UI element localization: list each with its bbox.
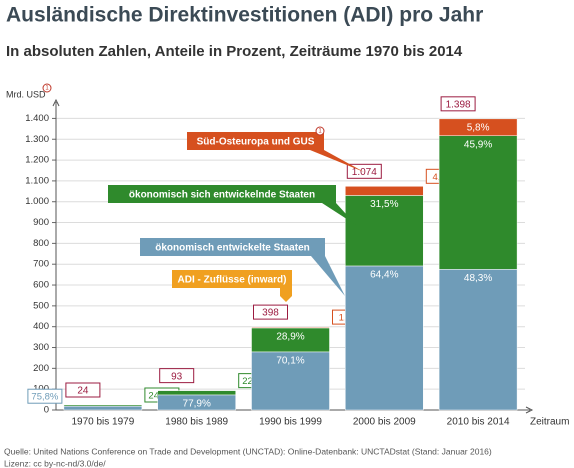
legend-pointer (310, 150, 364, 172)
value-label: 5,8% (467, 122, 490, 133)
total-box (253, 304, 288, 320)
x-tick-label: 1980 bis 1989 (165, 417, 228, 428)
total-box (159, 368, 195, 384)
total-label: 1.074 (352, 167, 377, 178)
bar-segment (345, 186, 424, 196)
bar-segment (345, 265, 424, 411)
y-tick-label: 800 (33, 238, 49, 249)
y-tick-label: 1.100 (25, 175, 49, 186)
y-tick-label: 1.000 (25, 196, 49, 207)
y-tick-label: 1.300 (25, 134, 49, 145)
footnote-icon (42, 83, 52, 93)
bar-segment (63, 404, 143, 407)
footnote-mark: 1 (45, 86, 49, 92)
y-axis-arrow (52, 98, 60, 107)
total-box (65, 382, 101, 398)
x-tick-label: 1970 bis 1979 (71, 417, 134, 428)
value-label: 70,1% (276, 356, 304, 367)
license: Lizenz: cc by-nc-nd/3.0/de/ (4, 458, 106, 468)
bar-segment (157, 390, 236, 396)
legend-label: Süd-Osteuropa und GUS (197, 137, 315, 148)
total-box (440, 96, 476, 112)
y-tick-label: 400 (33, 321, 49, 332)
x-axis-label: Zeitraum (530, 417, 569, 428)
value-label-box (27, 388, 63, 404)
source: Quelle: United Nations Conference on Tra… (4, 446, 492, 456)
total-label: 398 (262, 308, 279, 319)
bar-segment (438, 135, 518, 270)
y-tick-label: 900 (33, 217, 49, 228)
y-axis-label: Mrd. USD (6, 89, 46, 99)
x-tick-label: 2000 bis 2009 (353, 417, 416, 428)
legend-box (108, 185, 336, 203)
x-tick-label: 2010 bis 2014 (447, 417, 510, 428)
bar-segment (345, 195, 424, 267)
legend-label: ökonomisch entwickelte Staaten (155, 243, 310, 254)
value-label: 64,4% (370, 270, 398, 281)
y-tick-label: 1.400 (25, 113, 49, 124)
legend-pointer (322, 203, 356, 225)
value-label: 48,3% (464, 273, 492, 284)
value-label: 31,5% (370, 199, 398, 210)
value-label: 75,8% (31, 392, 58, 403)
y-tick-label: 600 (33, 280, 49, 291)
bar-segment (251, 326, 330, 329)
legend-pointer (311, 256, 345, 296)
bar-segment (438, 118, 518, 136)
legend-label: ADI - Zuflüsse (inward) (178, 275, 287, 286)
total-label: 1.398 (446, 99, 471, 110)
bar-segment (438, 269, 518, 411)
legend-box (172, 270, 292, 288)
chart-subtitle: In absoluten Zahlen, Anteile in Prozent,… (6, 43, 463, 60)
legend-pointer (280, 288, 292, 302)
total-label: 93 (171, 371, 183, 382)
footnote-mark: 1 (318, 129, 322, 135)
y-tick-label: 700 (33, 259, 49, 270)
y-tick-label: 0 (44, 405, 49, 416)
value-label: 45,9% (464, 139, 492, 150)
legend-box (140, 238, 325, 256)
x-axis-arrow (525, 406, 534, 414)
x-tick-label: 1990 bis 1999 (259, 417, 322, 428)
y-tick-label: 1.200 (25, 155, 49, 166)
y-tick-label: 200 (33, 363, 49, 374)
value-label: 28,9% (276, 332, 304, 343)
legend-label: ökonomisch sich entwickelnde Staaten (129, 190, 315, 201)
y-tick-label: 300 (33, 342, 49, 353)
footnote-icon (315, 126, 325, 136)
total-label: 24 (77, 386, 89, 397)
bar-segment (63, 405, 143, 411)
legend-box (187, 132, 324, 150)
value-label: 77,9% (183, 399, 211, 410)
chart-title: Ausländische Direktinvestitionen (ADI) p… (6, 4, 483, 27)
y-tick-label: 500 (33, 300, 49, 311)
plot: 01002003004005006007008009001.0001.1001.… (25, 96, 534, 428)
